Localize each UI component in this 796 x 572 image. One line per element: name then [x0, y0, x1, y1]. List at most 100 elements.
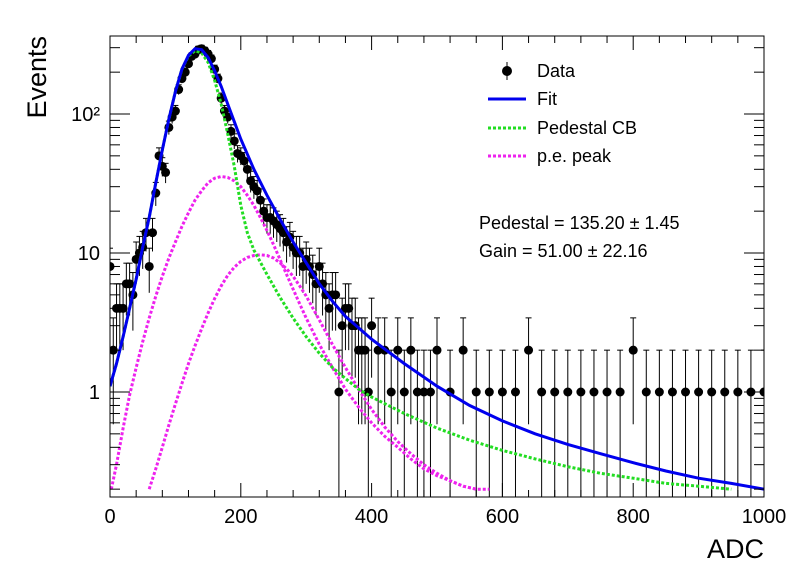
data-marker: [334, 387, 344, 397]
legend-label-fit: Fit: [537, 89, 557, 109]
data-point: [576, 349, 586, 497]
data-marker: [344, 303, 354, 313]
legend-label-pe: p.e. peak: [537, 146, 612, 166]
legend-label-pedestal: Pedestal CB: [537, 118, 637, 138]
data-point: [373, 317, 383, 425]
data-point: [641, 349, 651, 497]
data-point: [667, 349, 677, 497]
y-tick-label-1: 1: [89, 382, 100, 404]
pe-peak-curve-2: [147, 253, 490, 491]
y-axis-title: Events: [22, 36, 52, 119]
data-point: [589, 349, 599, 497]
data-point: [161, 162, 171, 184]
fit-curve: [110, 47, 764, 491]
data-marker: [125, 279, 135, 289]
data-marker: [386, 387, 396, 397]
legend-marker-data: [502, 66, 512, 76]
data-point: [654, 349, 664, 497]
data-point: [563, 349, 573, 497]
legend-label-data: Data: [537, 61, 576, 81]
x-tick-label-0: 0: [104, 506, 115, 528]
x-tick-label-200: 200: [224, 506, 257, 528]
data-point: [148, 217, 158, 252]
data-point: [412, 349, 422, 497]
data-marker: [412, 387, 422, 397]
data-point: [399, 349, 409, 497]
data-marker: [337, 321, 347, 331]
data-marker: [589, 387, 599, 397]
data-marker: [484, 387, 494, 397]
data-marker: [360, 345, 370, 355]
legend-item-fit: Fit: [488, 89, 557, 109]
data-point: [406, 317, 416, 425]
data-marker: [602, 387, 612, 397]
data-point: [144, 247, 154, 293]
data-point: [471, 349, 481, 497]
data-point: [393, 317, 403, 425]
data-marker: [510, 387, 520, 397]
data-point: [524, 317, 534, 425]
data-point: [229, 133, 239, 150]
data-marker: [373, 345, 383, 355]
data-point: [537, 349, 547, 497]
y-tick-label-100: 10²: [71, 104, 100, 126]
data-marker: [563, 387, 573, 397]
fit-curves: [110, 47, 764, 491]
data-marker: [255, 195, 265, 205]
data-point: [255, 188, 265, 214]
data-marker: [628, 345, 638, 355]
data-marker: [170, 106, 180, 116]
data-marker: [707, 387, 717, 397]
data-marker: [681, 387, 691, 397]
pedestal-cb-curve: [110, 49, 732, 491]
data-point: [170, 104, 180, 118]
data-point: [331, 272, 341, 331]
data-marker: [367, 321, 377, 331]
data-marker: [524, 345, 534, 355]
data-series: [110, 44, 764, 497]
gain-annotation: Gain = 51.00 ± 22.16: [479, 241, 648, 261]
data-marker: [458, 345, 468, 355]
data-marker: [615, 387, 625, 397]
pe-peak-curve-1: [110, 174, 477, 491]
data-marker: [471, 387, 481, 397]
y-tick-label-10: 10: [78, 243, 100, 265]
data-point: [720, 349, 730, 497]
data-marker: [654, 387, 664, 397]
data-marker: [144, 261, 154, 271]
data-marker: [324, 303, 334, 313]
data-marker: [550, 387, 560, 397]
data-point: [484, 349, 494, 497]
data-marker: [399, 387, 409, 397]
x-tick-label-1000: 1000: [742, 506, 787, 528]
legend-item-data: Data: [502, 61, 576, 81]
x-tick-label-400: 400: [355, 506, 388, 528]
data-marker: [148, 228, 158, 238]
data-point: [458, 317, 468, 425]
data-point: [602, 349, 612, 497]
data-point: [733, 349, 743, 497]
data-marker: [406, 345, 416, 355]
data-marker: [537, 387, 547, 397]
data-marker: [425, 387, 435, 397]
data-point: [550, 349, 560, 497]
data-point: [344, 283, 354, 351]
data-marker: [314, 261, 324, 271]
data-marker: [331, 290, 341, 300]
pedestal-annotation: Pedestal = 135.20 ± 1.45: [479, 213, 680, 233]
data-marker: [229, 136, 239, 146]
data-point: [386, 349, 396, 497]
x-axis-title: ADC: [707, 534, 764, 564]
data-point: [628, 317, 638, 425]
axis-ticks: [109, 36, 765, 497]
data-marker: [733, 387, 743, 397]
x-tick-label-800: 800: [617, 506, 650, 528]
data-marker: [576, 387, 586, 397]
legend: Data Fit Pedestal CB p.e. peak: [488, 61, 637, 166]
data-marker: [641, 387, 651, 397]
data-marker: [497, 387, 507, 397]
data-point: [707, 349, 717, 497]
data-marker: [432, 345, 442, 355]
data-marker: [393, 345, 403, 355]
